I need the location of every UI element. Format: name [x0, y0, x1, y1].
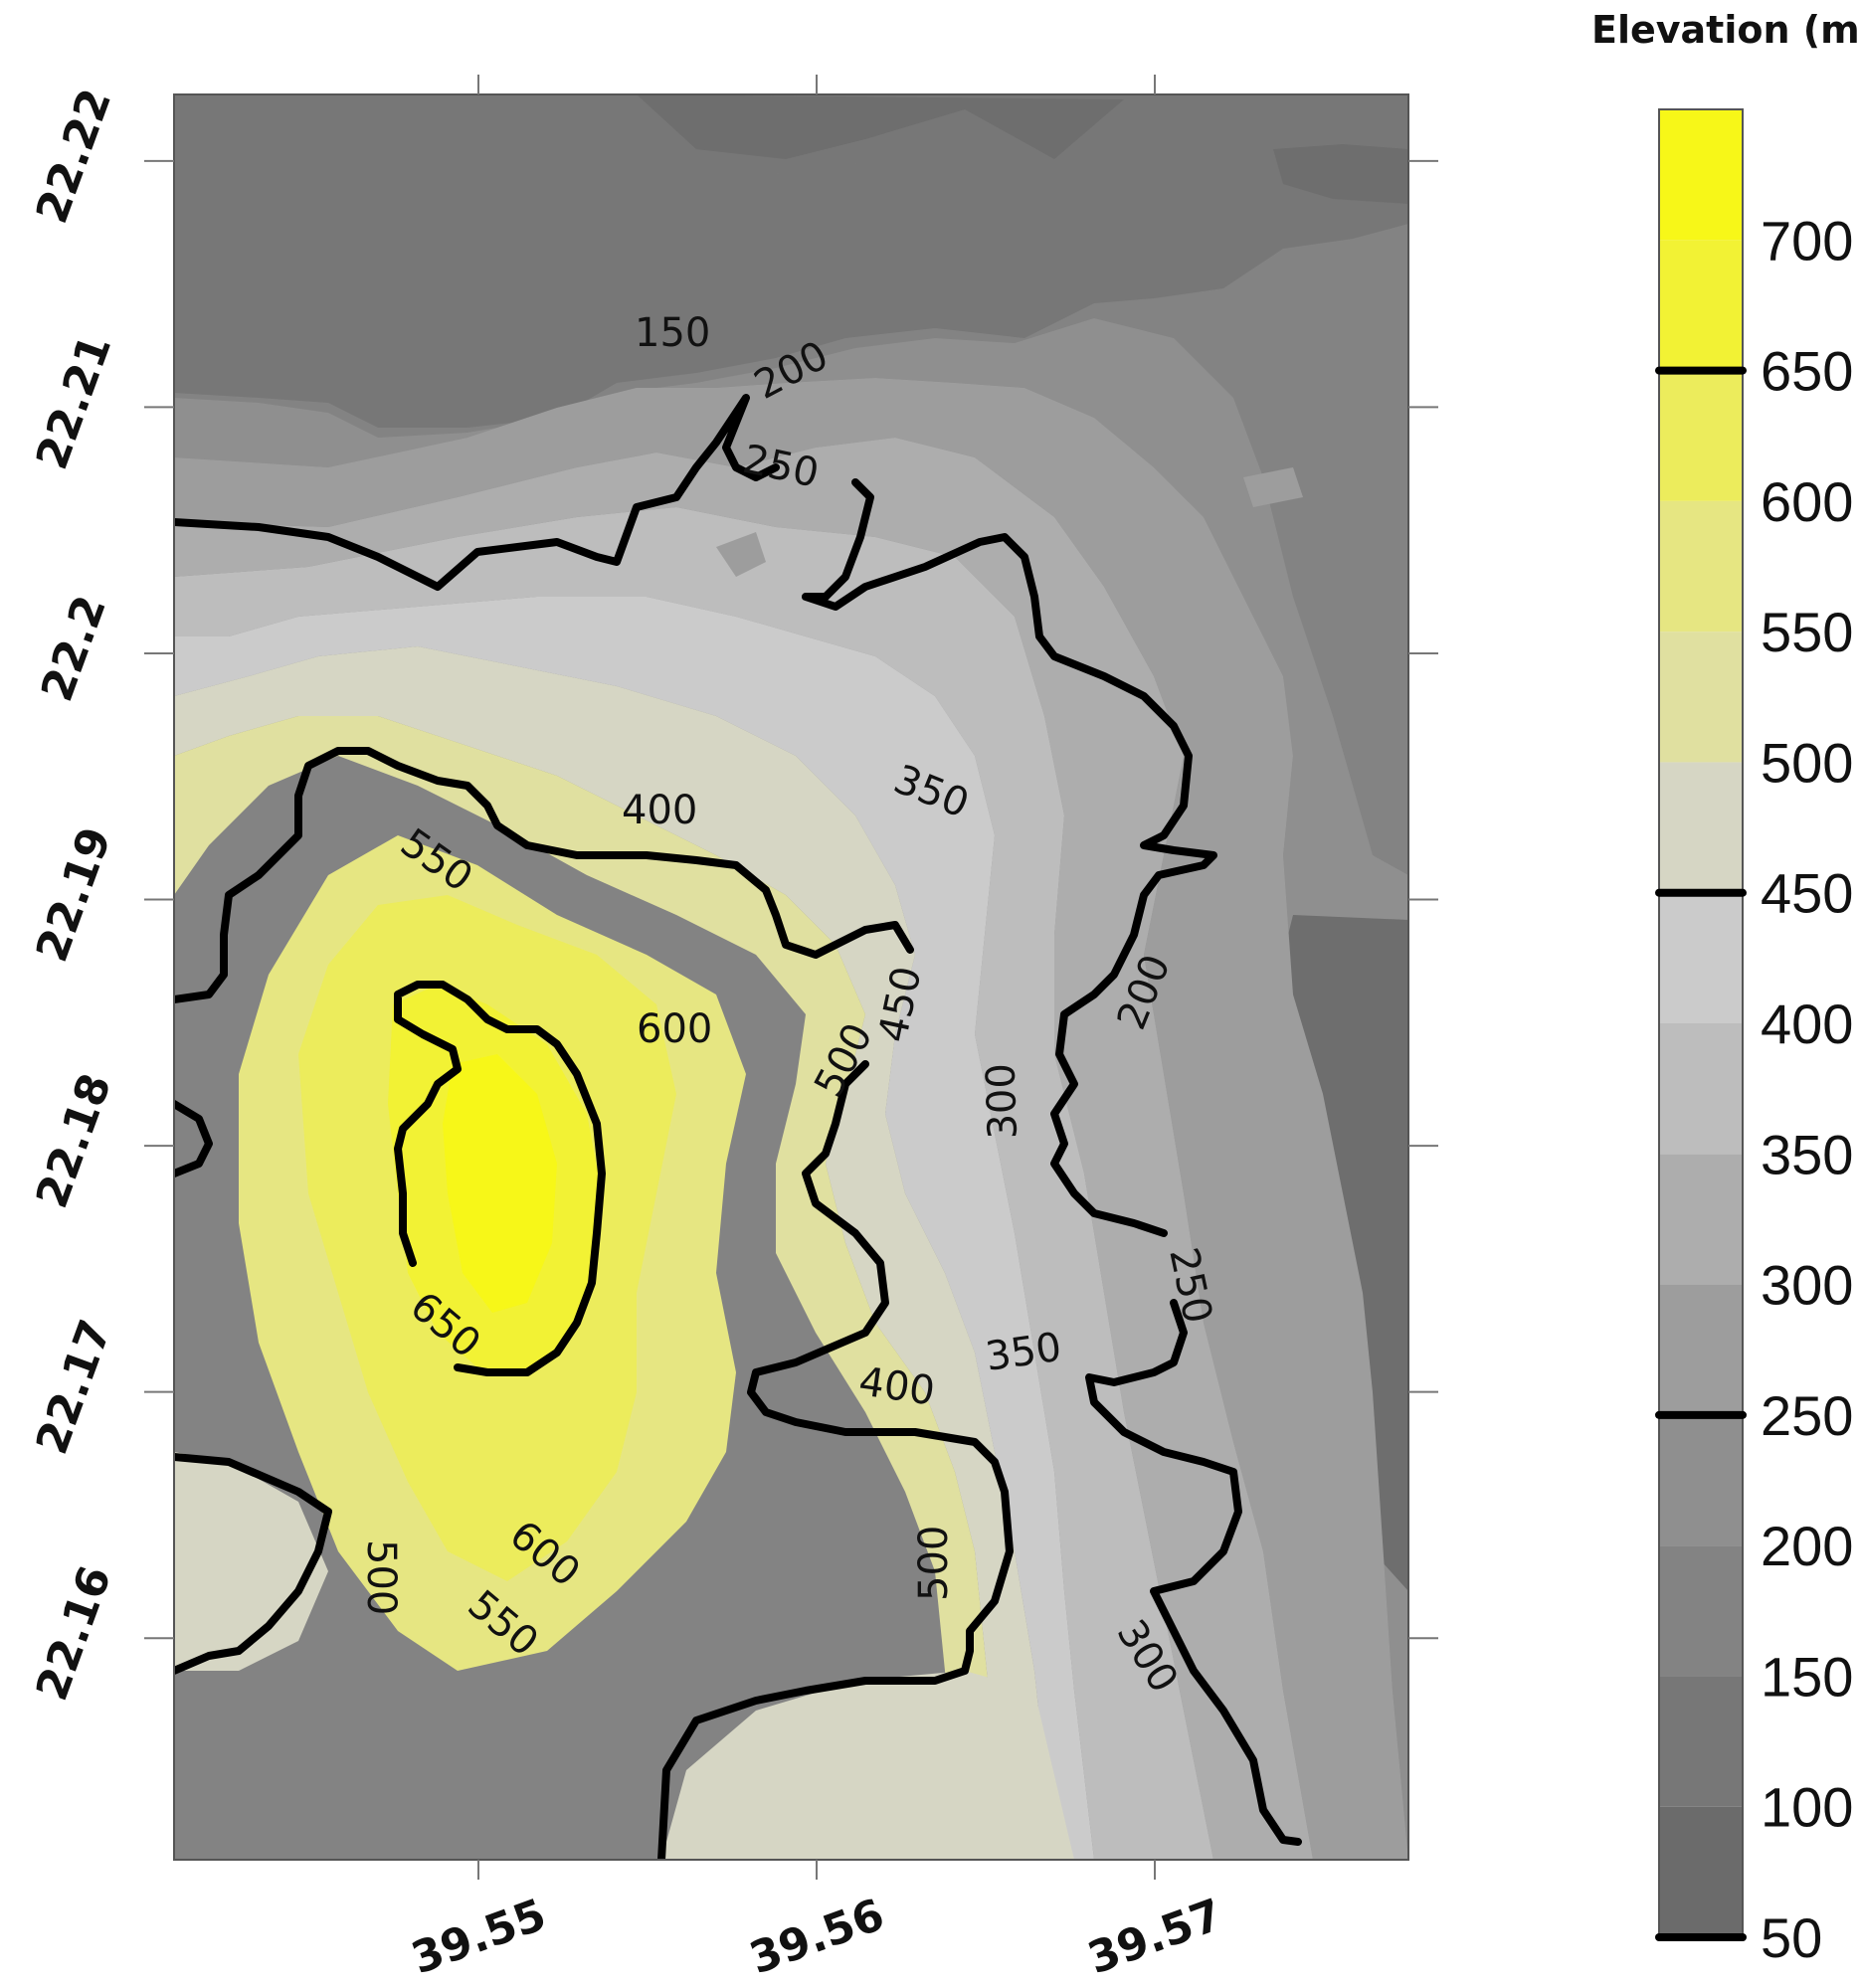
x-tick-label: 39.55 — [405, 1890, 552, 1985]
plot-frame — [173, 93, 1409, 1861]
contour-label: 500 — [911, 1526, 957, 1601]
colorbar-band — [1659, 109, 1743, 241]
band-450-500-south — [661, 1671, 1074, 1860]
colorbar-tick-label: 500 — [1761, 731, 1853, 794]
colorbar-ticks: 50 100 150 200 250 300 350 400 450 500 550 600 650 70… — [1655, 209, 1853, 1969]
band-small-patch-2 — [1243, 467, 1303, 507]
colorbar-title: Elevation (m) — [1591, 8, 1860, 52]
contour-label: 500 — [358, 1539, 404, 1615]
contour-label: 400 — [856, 1358, 938, 1414]
band-100-150 — [174, 94, 1408, 428]
contour-label: 150 — [635, 310, 710, 356]
y-tick-label: 22.21 — [27, 328, 122, 475]
x-tick-label: 39.56 — [743, 1890, 890, 1985]
colorbar-band — [1659, 240, 1743, 371]
colorbar-tick-label: 700 — [1761, 209, 1853, 271]
colorbar-band — [1659, 500, 1743, 633]
colorbar-tick-label: 100 — [1761, 1776, 1853, 1839]
band-dark-northeast — [637, 94, 1408, 204]
colorbar-band — [1659, 1676, 1743, 1807]
colorbar-band — [1659, 1154, 1743, 1285]
contour-450-west — [174, 1100, 213, 1177]
colorbar-band — [1659, 1806, 1743, 1937]
band-300-350 — [174, 438, 1313, 1860]
colorbar-band — [1659, 762, 1743, 893]
colorbar-tick-label: 300 — [1761, 1254, 1853, 1317]
y-tick-label: 22.18 — [27, 1067, 122, 1214]
colorbar-band — [1659, 1284, 1743, 1415]
band-700-750 — [443, 1054, 557, 1313]
contour-250-north — [174, 394, 1217, 1237]
colorbar-band — [1659, 892, 1743, 1023]
contour-label: 400 — [622, 788, 697, 833]
colorbar-band — [1659, 1414, 1743, 1546]
colorbar-tick-label: 150 — [1761, 1645, 1853, 1708]
y-tick-label: 22.22 — [27, 83, 122, 230]
band-500-550 — [174, 716, 1005, 1860]
colorbar-tick-label: 600 — [1761, 470, 1853, 533]
colorbar-band — [1659, 370, 1743, 501]
contour-450-southwest — [174, 1453, 332, 1675]
colorbar-tick-label: 550 — [1761, 601, 1853, 663]
colorbar-tick-label: 650 — [1761, 340, 1853, 403]
colorbar-tick-label: 200 — [1761, 1515, 1853, 1577]
contour-label: 300 — [978, 1062, 1026, 1140]
colorbar-tick-label: 400 — [1761, 993, 1853, 1055]
band-small-patch-1 — [716, 532, 766, 577]
colorbar: Elevation (m) 50 100 150 200 250 300 350 400 450… — [1591, 8, 1860, 1969]
y-tick-label: 22.19 — [27, 820, 122, 968]
colorbar-band — [1659, 1545, 1743, 1677]
y-tick-label: 22.16 — [27, 1559, 122, 1707]
plot-area: 150 200 250 350 400 550 600 450 500 300 … — [174, 94, 1408, 1860]
colorbar-tick-label: 250 — [1761, 1384, 1853, 1447]
contour-650 — [394, 981, 606, 1376]
contour-250-south — [1085, 1299, 1302, 1846]
x-tick-label: 39.57 — [1081, 1890, 1228, 1985]
colorbar-band — [1659, 1023, 1743, 1155]
colorbar-band — [1659, 632, 1743, 763]
contour-450-main — [174, 747, 1014, 1860]
y-tick-label: 22.17 — [27, 1314, 122, 1461]
colorbar-tick-label: 450 — [1761, 862, 1853, 925]
band-350-400 — [174, 507, 1213, 1860]
contour-label: 350 — [983, 1325, 1064, 1380]
band-450-500 — [174, 646, 1054, 1860]
contour-label: 600 — [637, 1006, 712, 1052]
band-250-300 — [174, 378, 1408, 1860]
colorbar-bands — [1659, 109, 1743, 1937]
band-450-500-southwest — [174, 1452, 328, 1671]
colorbar-tick-label: 350 — [1761, 1123, 1853, 1185]
colorbar-tick-label: 50 — [1761, 1906, 1822, 1969]
y-tick-label: 22.2 — [32, 589, 116, 707]
